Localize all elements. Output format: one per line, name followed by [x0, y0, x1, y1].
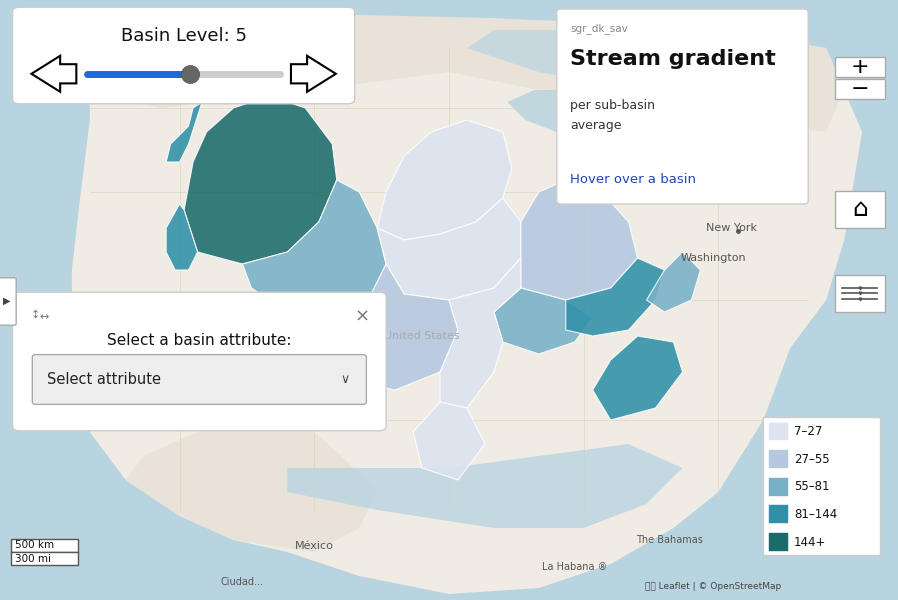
Polygon shape [287, 444, 682, 528]
Text: New York: New York [707, 223, 757, 233]
Text: Select attribute: Select attribute [47, 372, 161, 387]
Bar [769, 478, 788, 496]
Polygon shape [166, 204, 198, 270]
Polygon shape [521, 180, 638, 300]
Text: 144+: 144+ [794, 536, 826, 548]
Polygon shape [440, 258, 521, 408]
Polygon shape [624, 162, 656, 186]
FancyBboxPatch shape [835, 275, 885, 312]
Text: Phoenix: Phoenix [142, 367, 181, 377]
Text: average: average [570, 119, 621, 132]
Text: +: + [850, 56, 869, 77]
Polygon shape [467, 30, 665, 84]
Polygon shape [31, 56, 76, 92]
Polygon shape [377, 198, 521, 300]
Text: 300 mi: 300 mi [15, 554, 51, 563]
Polygon shape [242, 180, 386, 312]
Text: United States: United States [384, 331, 460, 341]
Text: México: México [295, 541, 334, 551]
Text: 27–55: 27–55 [794, 453, 830, 466]
Text: Stream gradient: Stream gradient [570, 49, 776, 69]
Bar [769, 422, 788, 440]
Polygon shape [588, 102, 624, 156]
Bar [769, 533, 788, 551]
Text: 81–144: 81–144 [794, 508, 837, 521]
Polygon shape [494, 288, 593, 354]
FancyBboxPatch shape [0, 278, 16, 325]
Polygon shape [561, 126, 588, 180]
FancyBboxPatch shape [557, 9, 808, 204]
Bar [769, 505, 788, 523]
Polygon shape [665, 348, 718, 492]
FancyBboxPatch shape [835, 57, 885, 77]
Text: Select a basin attribute:: Select a basin attribute: [107, 333, 292, 348]
Polygon shape [184, 96, 337, 264]
FancyBboxPatch shape [835, 191, 885, 228]
Text: ▶: ▶ [4, 296, 11, 306]
Polygon shape [413, 402, 485, 480]
Bar [769, 450, 788, 468]
Text: 7–27: 7–27 [794, 425, 823, 438]
FancyBboxPatch shape [32, 355, 366, 404]
Text: per sub-basin: per sub-basin [570, 99, 656, 112]
Text: Ottawa: Ottawa [681, 115, 720, 125]
Text: ↔: ↔ [40, 312, 48, 322]
Polygon shape [593, 336, 682, 420]
Text: La Habana ®: La Habana ® [542, 562, 607, 572]
FancyBboxPatch shape [835, 79, 885, 99]
Text: The Bahamas: The Bahamas [636, 535, 702, 545]
Polygon shape [566, 258, 665, 336]
FancyBboxPatch shape [13, 292, 386, 431]
Text: ⌂: ⌂ [852, 197, 867, 221]
Text: 55–81: 55–81 [794, 481, 830, 493]
Text: ∨: ∨ [340, 373, 349, 386]
Text: 500 km: 500 km [15, 541, 55, 550]
FancyBboxPatch shape [763, 417, 880, 555]
Text: Washington: Washington [681, 253, 747, 263]
Polygon shape [377, 120, 512, 240]
Text: Hover over a basin: Hover over a basin [570, 173, 696, 186]
Polygon shape [72, 12, 862, 594]
Text: Basin Level: 5: Basin Level: 5 [120, 27, 247, 45]
Polygon shape [647, 252, 700, 312]
Polygon shape [314, 264, 458, 390]
Polygon shape [90, 12, 844, 132]
Text: sgr_dk_sav: sgr_dk_sav [570, 23, 628, 34]
Text: Toronto: Toronto [635, 145, 676, 155]
Bar [11, 539, 78, 552]
Polygon shape [507, 90, 588, 132]
Text: −: − [850, 79, 869, 100]
FancyBboxPatch shape [13, 7, 355, 104]
Polygon shape [166, 102, 202, 162]
Polygon shape [656, 156, 682, 174]
Text: 🇺🇦 Leaflet | © OpenStreetMap: 🇺🇦 Leaflet | © OpenStreetMap [645, 582, 781, 591]
Bar [11, 552, 78, 565]
Text: Ciudad...: Ciudad... [221, 577, 264, 587]
Text: ×: × [355, 308, 370, 326]
Polygon shape [126, 420, 377, 552]
Text: ↕: ↕ [31, 310, 40, 320]
Polygon shape [291, 56, 336, 92]
